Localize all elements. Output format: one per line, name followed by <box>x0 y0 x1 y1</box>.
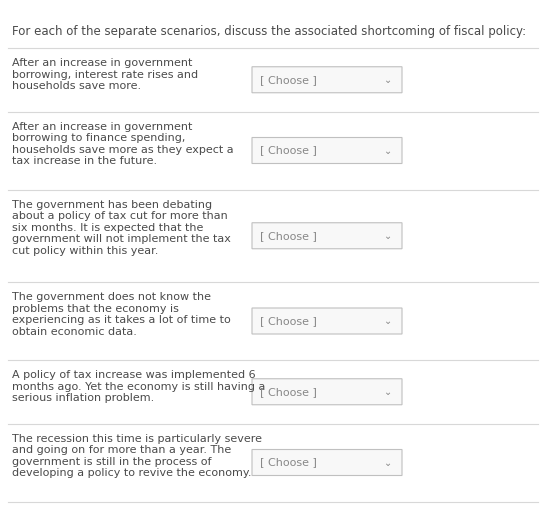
FancyBboxPatch shape <box>252 223 402 249</box>
Text: A policy of tax increase was implemented 6
months ago. Yet the economy is still : A policy of tax increase was implemented… <box>12 370 265 403</box>
Text: ⌄: ⌄ <box>384 231 392 241</box>
Text: ⌄: ⌄ <box>384 387 392 397</box>
Text: After an increase in government
borrowing to finance spending,
households save m: After an increase in government borrowin… <box>12 122 234 166</box>
Text: [ Choose ]: [ Choose ] <box>260 458 317 468</box>
FancyBboxPatch shape <box>252 138 402 163</box>
Text: ⌄: ⌄ <box>384 458 392 468</box>
Text: ⌄: ⌄ <box>384 75 392 85</box>
FancyBboxPatch shape <box>252 379 402 405</box>
FancyBboxPatch shape <box>252 450 402 476</box>
Text: [ Choose ]: [ Choose ] <box>260 231 317 241</box>
Text: ⌄: ⌄ <box>384 316 392 326</box>
Text: [ Choose ]: [ Choose ] <box>260 75 317 85</box>
FancyBboxPatch shape <box>252 67 402 93</box>
Text: After an increase in government
borrowing, interest rate rises and
households sa: After an increase in government borrowin… <box>12 58 198 91</box>
Text: [ Choose ]: [ Choose ] <box>260 316 317 326</box>
Text: The government does not know the
problems that the economy is
experiencing as it: The government does not know the problem… <box>12 292 231 337</box>
Text: The recession this time is particularly severe
and going on for more than a year: The recession this time is particularly … <box>12 433 262 478</box>
Text: For each of the separate scenarios, discuss the associated shortcoming of fiscal: For each of the separate scenarios, disc… <box>12 25 526 39</box>
FancyBboxPatch shape <box>252 308 402 334</box>
Text: [ Choose ]: [ Choose ] <box>260 145 317 156</box>
Text: ⌄: ⌄ <box>384 145 392 156</box>
Text: The government has been debating
about a policy of tax cut for more than
six mon: The government has been debating about a… <box>12 199 231 256</box>
Text: [ Choose ]: [ Choose ] <box>260 387 317 397</box>
